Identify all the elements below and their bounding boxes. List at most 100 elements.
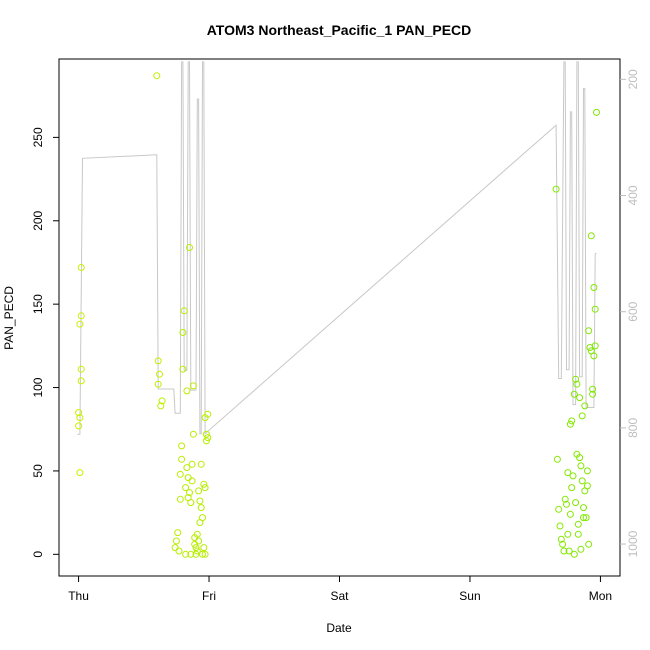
data-point bbox=[581, 402, 589, 410]
data-point bbox=[561, 495, 569, 503]
data-point bbox=[590, 284, 598, 291]
data-point bbox=[75, 422, 83, 430]
data-point bbox=[153, 72, 161, 80]
y-tick-label: 200 bbox=[31, 210, 45, 230]
data-point bbox=[186, 244, 193, 251]
data-point bbox=[201, 550, 209, 558]
data-point bbox=[583, 467, 591, 475]
data-point bbox=[176, 495, 184, 503]
data-point bbox=[174, 529, 182, 537]
data-point bbox=[197, 504, 205, 512]
y-axis-label: PAN_PECD bbox=[2, 286, 16, 350]
data-point bbox=[568, 417, 576, 425]
data-point bbox=[186, 489, 193, 497]
y-tick-label: 150 bbox=[31, 294, 45, 314]
data-point bbox=[570, 390, 578, 398]
data-point bbox=[563, 500, 570, 508]
right-y-tick-label: 800 bbox=[626, 418, 640, 438]
data-point bbox=[176, 470, 184, 478]
data-point bbox=[570, 550, 578, 558]
data-point bbox=[587, 232, 595, 240]
data-point bbox=[197, 460, 205, 468]
data-point bbox=[77, 365, 85, 373]
data-point bbox=[577, 462, 585, 470]
data-point bbox=[576, 394, 584, 402]
data-point bbox=[557, 535, 565, 543]
data-point bbox=[76, 320, 84, 328]
data-point bbox=[576, 454, 584, 462]
data-point bbox=[559, 540, 567, 548]
data-point bbox=[589, 390, 597, 398]
y-tick-label: 50 bbox=[31, 464, 45, 478]
x-tick-label: Sun bbox=[459, 589, 480, 603]
data-point bbox=[556, 522, 564, 530]
data-point bbox=[192, 544, 200, 552]
data-point bbox=[573, 380, 581, 388]
data-point bbox=[179, 365, 187, 373]
data-point bbox=[171, 544, 179, 552]
data-point bbox=[585, 540, 593, 548]
data-point bbox=[589, 385, 597, 393]
data-point bbox=[202, 437, 210, 445]
data-point bbox=[156, 370, 163, 378]
x-axis: Thu Fri Sat Sun Mon bbox=[68, 576, 612, 603]
point-series bbox=[75, 72, 600, 558]
y-tick-label: 100 bbox=[31, 377, 45, 397]
data-point bbox=[574, 530, 582, 538]
data-point bbox=[577, 545, 585, 553]
data-point bbox=[183, 387, 191, 395]
data-point bbox=[77, 312, 85, 320]
x-tick-label: Mon bbox=[589, 589, 612, 603]
data-point bbox=[566, 510, 574, 518]
data-point bbox=[201, 484, 209, 492]
data-point bbox=[195, 537, 203, 545]
data-point bbox=[582, 514, 590, 522]
y-axis-right: 200 400 600 800 1000 bbox=[620, 69, 640, 557]
data-point bbox=[568, 484, 576, 492]
right-y-tick-label: 600 bbox=[626, 301, 640, 321]
right-y-tick-label: 200 bbox=[626, 69, 640, 89]
data-point bbox=[591, 342, 599, 350]
data-point bbox=[591, 305, 599, 313]
data-point bbox=[196, 497, 204, 505]
data-point bbox=[189, 382, 197, 390]
data-point bbox=[585, 327, 593, 335]
data-point bbox=[189, 430, 197, 438]
y-tick-label: 250 bbox=[31, 127, 45, 147]
data-point bbox=[204, 434, 212, 442]
data-point bbox=[555, 505, 563, 513]
data-point bbox=[574, 520, 582, 528]
data-point bbox=[75, 409, 83, 417]
data-point bbox=[199, 550, 206, 558]
data-point bbox=[154, 380, 162, 388]
data-point bbox=[572, 499, 580, 507]
data-point bbox=[182, 484, 190, 492]
data-point bbox=[593, 108, 600, 116]
data-point bbox=[195, 487, 203, 495]
data-point bbox=[154, 357, 162, 365]
data-point bbox=[200, 480, 208, 488]
x-axis-label: Date bbox=[326, 621, 352, 635]
data-point bbox=[182, 550, 190, 558]
data-point bbox=[77, 264, 85, 271]
y-axis: 0 50 100 150 200 250 bbox=[31, 127, 59, 558]
data-point bbox=[77, 377, 85, 385]
data-point bbox=[172, 537, 180, 545]
data-point bbox=[580, 504, 587, 512]
right-y-tick-label: 400 bbox=[626, 185, 640, 205]
pressure-line bbox=[77, 61, 597, 435]
data-point bbox=[552, 185, 560, 193]
data-point bbox=[202, 430, 210, 438]
data-point bbox=[175, 547, 183, 555]
data-point bbox=[564, 530, 572, 538]
chart-title: ATOM3 Northeast_Pacific_1 PAN_PECD bbox=[207, 22, 472, 38]
data-point bbox=[179, 329, 187, 336]
data-point bbox=[578, 412, 586, 420]
data-point bbox=[193, 530, 201, 538]
data-point bbox=[564, 469, 572, 477]
data-point bbox=[187, 550, 195, 558]
x-tick-label: Fri bbox=[202, 589, 216, 603]
data-point bbox=[565, 547, 573, 555]
